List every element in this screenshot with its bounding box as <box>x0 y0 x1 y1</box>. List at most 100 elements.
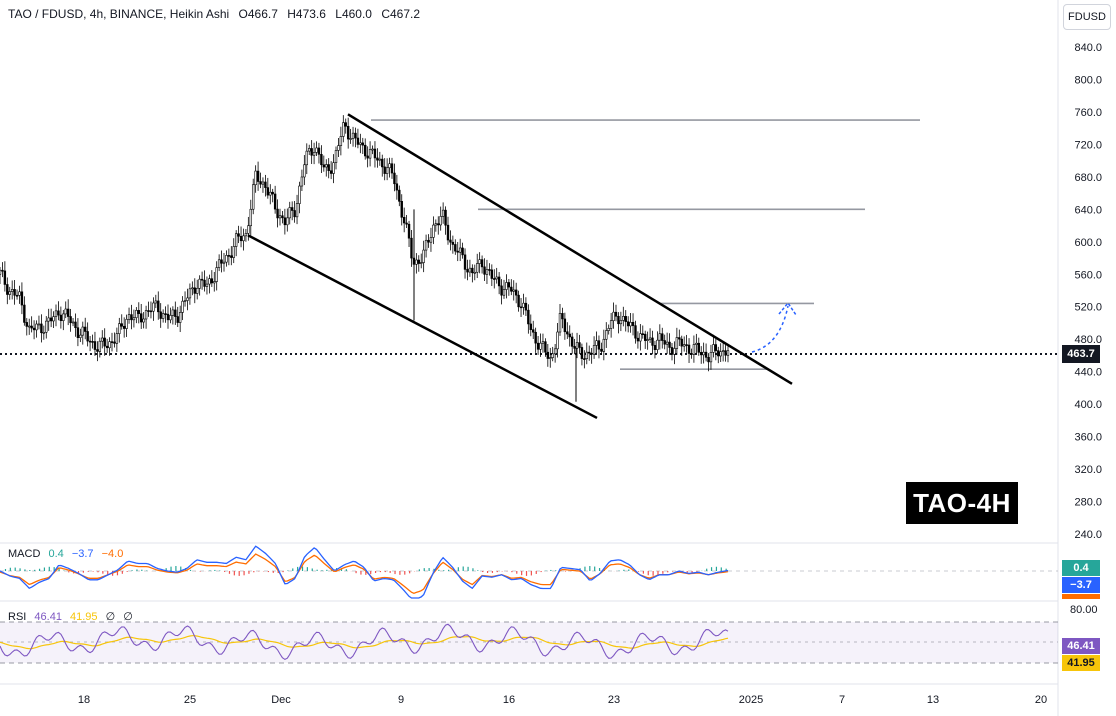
candle-body <box>74 321 77 329</box>
candle-body <box>15 294 19 297</box>
candle-body <box>602 338 606 352</box>
price-tick-label: 760.0 <box>1074 107 1102 119</box>
macd-histogram-bar <box>24 569 26 571</box>
price-tick-label: 480.0 <box>1074 334 1102 346</box>
macd-histogram-bar <box>628 569 630 571</box>
rsi-line <box>0 623 729 661</box>
candle-body <box>395 183 399 191</box>
macd-histogram-bar <box>29 570 31 571</box>
candle-body <box>583 358 586 360</box>
candle-body <box>439 216 442 226</box>
candle-body <box>222 261 226 264</box>
candle-body <box>675 337 679 349</box>
candle-body <box>84 326 87 332</box>
macd-histogram-bar <box>686 571 688 574</box>
candle-body <box>281 215 284 219</box>
candle-body <box>115 333 119 344</box>
macd-histogram-bar <box>647 571 649 576</box>
currency-button[interactable]: FDUSD <box>1063 4 1111 30</box>
candle-body <box>259 181 262 185</box>
macd-histogram-bar <box>438 569 440 571</box>
candle-body <box>317 147 321 155</box>
macd-histogram-bar <box>146 570 148 571</box>
candle-body <box>181 300 184 313</box>
candle-body <box>626 321 630 327</box>
macd-histogram-bar <box>214 569 216 571</box>
candle-body <box>286 217 289 226</box>
candle-body <box>378 158 382 161</box>
candle-body <box>704 351 708 358</box>
macd-histogram-bar <box>219 570 221 571</box>
candle-body <box>252 184 255 210</box>
macd-label: MACD <box>8 548 41 560</box>
candle-body <box>483 266 486 275</box>
candle-body <box>656 339 659 350</box>
macd-legend[interactable]: MACD 0.4 −3.7 −4.0 <box>8 548 128 560</box>
macd-histogram-bar <box>530 571 532 576</box>
rsi-legend[interactable]: RSI 46.41 41.95 ∅ ∅ <box>8 610 138 623</box>
macd-histogram-bar <box>598 568 601 571</box>
macd-histogram-bar <box>472 568 474 571</box>
candle-body <box>337 145 340 151</box>
candle-body <box>244 233 248 237</box>
candle-body <box>590 352 593 355</box>
macd-histogram-bar <box>657 571 659 576</box>
candle-body <box>490 269 494 279</box>
candle-body <box>247 225 250 234</box>
candle-body <box>154 300 158 304</box>
candle-body <box>402 217 406 224</box>
chart-header: TAO / FDUSD, 4h, BINANCE, Heikin Ashi O4… <box>8 7 426 21</box>
macd-histogram-bar <box>672 571 674 572</box>
macd-histogram-bar <box>443 570 445 571</box>
macd-histogram-bar <box>301 566 304 571</box>
candle-body <box>517 294 520 308</box>
candle-body <box>364 144 367 157</box>
candle-body <box>308 148 311 152</box>
candle-body <box>680 338 683 347</box>
candle-body <box>103 337 106 347</box>
candle-series <box>0 115 730 402</box>
forecast-arrowhead <box>778 301 797 316</box>
candle-body <box>556 331 559 350</box>
candle-body <box>600 348 603 352</box>
candle-body <box>488 269 491 271</box>
candle-body <box>118 323 121 334</box>
candle-body <box>271 191 274 195</box>
candle-body <box>125 318 128 329</box>
candle-body <box>651 337 654 346</box>
candle-body <box>127 314 131 320</box>
descending-channel <box>247 113 793 420</box>
candle-body <box>32 327 36 331</box>
candle-body <box>585 351 588 359</box>
macd-histogram-bar <box>87 571 89 572</box>
price-axis[interactable]: 840.0 800.0 760.0 720.0 680.0 640.0 600.0 560.0… <box>1074 42 1102 541</box>
time-tick-label: Dec <box>271 694 291 706</box>
candle-body <box>76 327 80 338</box>
candle-body <box>390 163 394 174</box>
candle-body <box>619 320 623 325</box>
time-axis[interactable]: 18 25 Dec 9 16 23 2025 7 13 20 <box>78 694 1047 706</box>
current-price-tag: 463.7 <box>1062 345 1100 363</box>
channel-lower-line <box>247 234 598 420</box>
candle-body <box>536 342 540 350</box>
symbol-title[interactable]: TAO / FDUSD, 4h, BINANCE, Heikin Ashi <box>8 7 230 21</box>
candle-body <box>605 330 608 340</box>
candle-body <box>417 259 420 264</box>
candle-body <box>293 210 296 218</box>
candle-body <box>193 287 196 294</box>
candle-body <box>351 132 355 139</box>
macd-histogram-bar <box>345 569 347 571</box>
candle-body <box>597 340 601 350</box>
candle-body <box>429 237 433 243</box>
candle-body <box>376 157 379 161</box>
candle-body <box>242 235 245 242</box>
candle-body <box>354 132 357 139</box>
candle-body <box>239 235 243 242</box>
candle-body <box>169 315 172 321</box>
macd-histogram-bar <box>584 566 586 571</box>
macd-histogram-bar <box>462 566 464 571</box>
candle-body <box>665 341 669 345</box>
macd-histogram-bar <box>9 567 11 571</box>
candle-body <box>137 310 140 314</box>
